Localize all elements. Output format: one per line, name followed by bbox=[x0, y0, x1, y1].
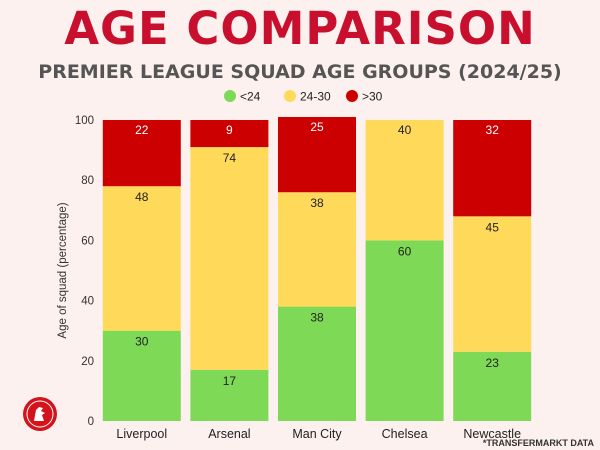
data-label: 48 bbox=[135, 190, 149, 204]
legend-label-0: <24 bbox=[240, 90, 261, 104]
legend-marker-0 bbox=[224, 90, 236, 102]
y-tick-label: 20 bbox=[81, 356, 94, 368]
bar-segment-man-city-2 bbox=[278, 116, 356, 193]
bar-segment-newcastle-0 bbox=[453, 351, 532, 421]
chart-subtitle: PREMIER LEAGUE SQUAD AGE GROUPS (2024/25… bbox=[38, 61, 562, 83]
legend-marker-1 bbox=[284, 90, 296, 102]
bar-segment-arsenal-1 bbox=[190, 147, 269, 370]
legend-marker-2 bbox=[346, 90, 358, 102]
data-label: 38 bbox=[310, 311, 324, 325]
bar-segment-liverpool-1 bbox=[102, 186, 181, 331]
data-label: 17 bbox=[223, 374, 237, 388]
data-label: 23 bbox=[486, 356, 500, 370]
x-tick-label: Arsenal bbox=[208, 427, 250, 441]
data-label: 25 bbox=[310, 120, 324, 134]
bar-segment-liverpool-0 bbox=[102, 330, 181, 421]
bar-segment-newcastle-2 bbox=[453, 120, 532, 217]
legend-label-1: 24-30 bbox=[300, 90, 331, 104]
legend-label-2: >30 bbox=[362, 90, 383, 104]
data-label: 60 bbox=[398, 244, 412, 258]
x-tick-label: Liverpool bbox=[116, 427, 167, 441]
data-label: 32 bbox=[486, 123, 500, 137]
y-tick-label: 0 bbox=[88, 416, 94, 428]
x-tick-label: Newcastle bbox=[463, 427, 521, 441]
data-label: 40 bbox=[398, 123, 412, 137]
data-label: 45 bbox=[486, 220, 500, 234]
bar-segment-liverpool-2 bbox=[102, 120, 181, 187]
chart-title: AGE COMPARISON bbox=[64, 2, 536, 55]
club-crest-logo-icon bbox=[23, 397, 57, 431]
data-source-note: *TRANSFERMARKT DATA bbox=[482, 438, 594, 448]
data-label: 38 bbox=[310, 196, 324, 210]
data-label: 74 bbox=[223, 151, 237, 165]
bar-segment-arsenal-0 bbox=[190, 369, 269, 421]
y-tick-label: 100 bbox=[75, 115, 94, 127]
data-label: 9 bbox=[226, 123, 233, 137]
bar-segment-chelsea-0 bbox=[365, 240, 444, 421]
bar-segment-man-city-0 bbox=[278, 306, 356, 421]
data-label: 22 bbox=[135, 123, 149, 137]
x-tick-label: Man City bbox=[292, 427, 342, 441]
data-label: 30 bbox=[135, 335, 149, 349]
bar-segment-newcastle-1 bbox=[453, 216, 532, 352]
x-tick-label: Chelsea bbox=[382, 427, 428, 441]
bar-segment-chelsea-1 bbox=[365, 120, 444, 241]
y-axis-label: Age of squad (percentage) bbox=[57, 202, 69, 338]
y-tick-label: 60 bbox=[81, 235, 94, 247]
bar-segment-arsenal-2 bbox=[190, 120, 269, 148]
bar-segment-man-city-1 bbox=[278, 192, 356, 307]
y-tick-label: 40 bbox=[81, 296, 94, 308]
y-tick-label: 80 bbox=[81, 175, 94, 187]
